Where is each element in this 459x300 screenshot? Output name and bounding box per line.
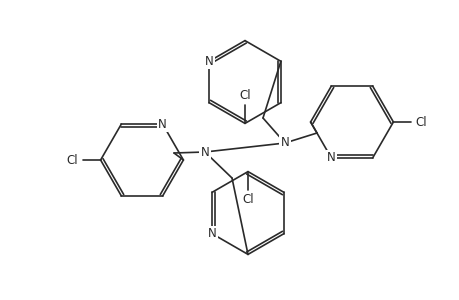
Text: N: N [158, 118, 167, 130]
Text: Cl: Cl [414, 116, 426, 128]
Text: N: N [280, 136, 289, 149]
Text: Cl: Cl [67, 154, 78, 166]
Text: Cl: Cl [239, 89, 250, 102]
Text: N: N [326, 152, 335, 164]
Text: Cl: Cl [241, 193, 253, 206]
Text: N: N [204, 55, 213, 68]
Text: N: N [200, 146, 209, 158]
Text: N: N [207, 227, 216, 240]
